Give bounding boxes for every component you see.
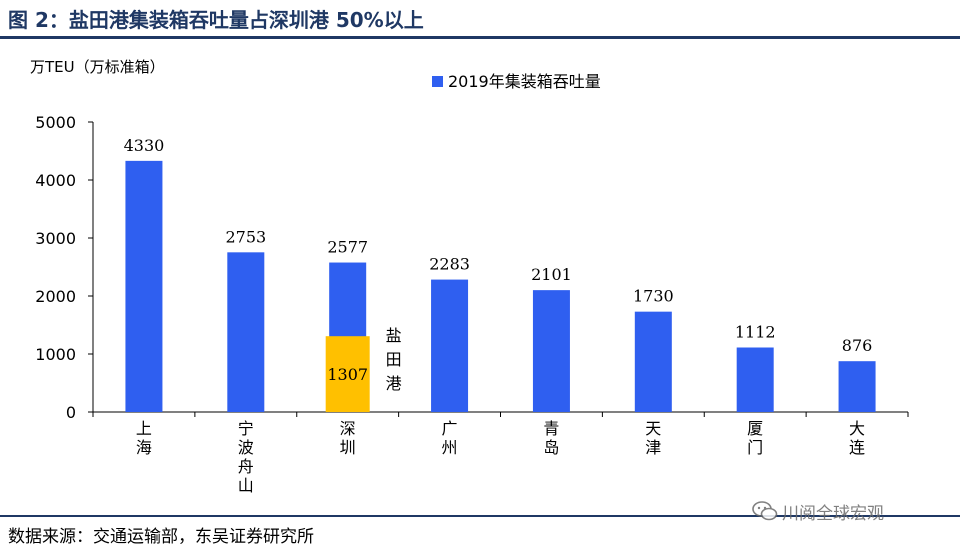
category-label: 厦 xyxy=(747,419,763,438)
legend-swatch xyxy=(432,76,443,87)
data-label: 2577 xyxy=(327,238,368,257)
data-label: 1112 xyxy=(735,323,776,342)
bar-chart: 万TEU（万标准箱） 2019年集装箱吞吐量 0 1000 2000 3000 4000 50… xyxy=(30,58,909,495)
bar xyxy=(634,311,672,412)
category-label: 青 xyxy=(543,419,559,438)
data-label: 876 xyxy=(842,336,873,355)
y-tick-label: 5000 xyxy=(35,113,76,132)
bar xyxy=(736,347,774,412)
legend-label: 2019年集装箱吞吐量 xyxy=(448,72,601,91)
overlay-annotation: 田 xyxy=(386,350,402,369)
overlay-annotation: 港 xyxy=(386,374,402,393)
wechat-icon xyxy=(752,501,778,521)
category-label: 上 xyxy=(136,419,152,438)
category-label: 州 xyxy=(442,438,458,457)
category-label: 连 xyxy=(849,438,865,457)
bar xyxy=(838,361,876,412)
category-label: 波 xyxy=(238,438,254,457)
y-tick-label: 1000 xyxy=(35,345,76,364)
y-tick-label: 4000 xyxy=(35,171,76,190)
category-label: 深 xyxy=(340,419,356,438)
overlay-bar xyxy=(325,336,370,412)
category-label: 海 xyxy=(136,438,152,457)
y-tick-label: 0 xyxy=(66,403,76,422)
overlay-value-label: 1307 xyxy=(327,365,368,384)
category-label: 广 xyxy=(442,419,458,438)
bar xyxy=(532,290,570,412)
bar xyxy=(431,279,469,412)
data-label: 1730 xyxy=(633,287,674,306)
data-label: 2101 xyxy=(531,265,572,284)
overlay-annotation: 盐 xyxy=(386,326,402,345)
category-label: 舟 xyxy=(238,457,254,476)
source-note: 数据来源：交通运输部，东吴证券研究所 xyxy=(8,527,314,547)
category-label: 津 xyxy=(645,438,661,457)
y-tick-label: 3000 xyxy=(35,229,76,248)
figure-title: 图 2：盐田港集装箱吞吐量占深圳港 50%以上 xyxy=(8,8,424,32)
category-label: 圳 xyxy=(340,438,356,457)
title-rule xyxy=(0,36,960,39)
bar xyxy=(125,160,163,412)
data-label: 2283 xyxy=(429,255,470,274)
category-label: 宁 xyxy=(238,419,254,438)
watermark-text: 川阅全球宏观 xyxy=(782,503,884,524)
data-label: 4330 xyxy=(124,136,165,155)
data-label: 2753 xyxy=(225,227,266,246)
y-tick-label: 2000 xyxy=(35,287,76,306)
category-label: 大 xyxy=(849,419,865,438)
y-axis-label: 万TEU（万标准箱） xyxy=(30,58,165,76)
bar xyxy=(227,252,265,412)
watermark: 川阅全球宏观 xyxy=(752,500,884,524)
source-rule xyxy=(0,515,960,517)
category-label: 门 xyxy=(747,438,763,457)
category-label: 天 xyxy=(645,419,661,438)
category-label: 岛 xyxy=(543,438,559,457)
category-label: 山 xyxy=(238,476,254,495)
